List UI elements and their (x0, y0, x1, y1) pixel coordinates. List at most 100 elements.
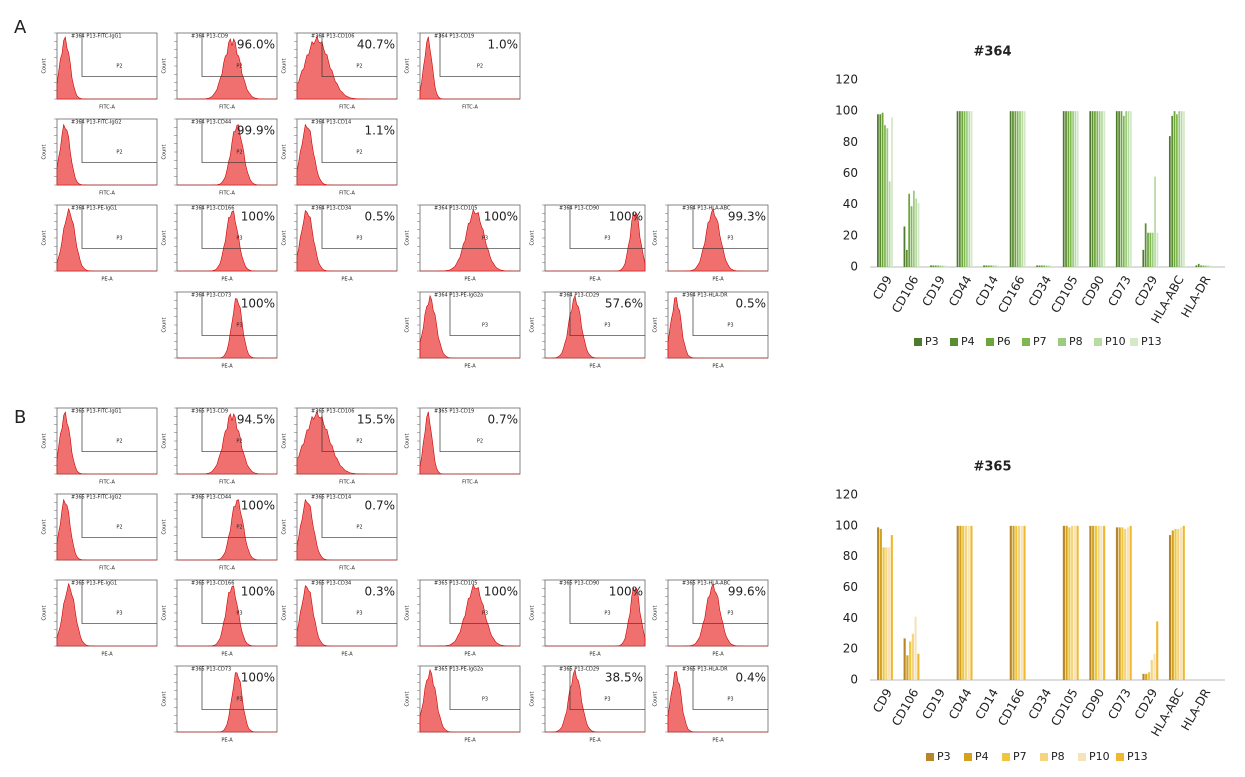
y-axis-label: Count (653, 231, 659, 246)
x-axis-label: PE-A (221, 738, 233, 744)
x-axis-label: FITC-A (462, 105, 478, 111)
bar (1096, 111, 1099, 268)
panel-title: #364 P13-FITC-IgG1 (71, 34, 122, 40)
bar (956, 525, 959, 680)
gate (449, 292, 520, 336)
flow-panel: P3 #365 P13-CD90 PE-A Count 100% (530, 579, 646, 658)
bar (888, 547, 891, 680)
bar (1156, 621, 1159, 680)
gate (439, 408, 520, 452)
flow-panel: P3 #364 P13-PE-IgG1 PE-A Count (42, 204, 158, 283)
bar (1142, 249, 1145, 267)
gate-label: P2 (236, 64, 242, 70)
percent-label: 0.4% (736, 671, 767, 685)
histogram (419, 36, 520, 100)
panel-title: #364 P13-HLA-DR (682, 293, 728, 299)
histogram (177, 413, 278, 475)
bar (1176, 114, 1178, 268)
y-tick-label: 120 (835, 73, 858, 87)
bar (1014, 111, 1017, 268)
bar (1178, 111, 1181, 268)
x-axis-label: FITC-A (99, 566, 115, 572)
gate-label: P2 (477, 439, 483, 445)
gate (321, 408, 397, 452)
x-axis-label: PE-A (464, 277, 476, 283)
legend-label: P8 (1051, 750, 1065, 763)
legend-swatch (914, 338, 922, 346)
bar (881, 112, 884, 267)
gate (201, 666, 277, 710)
histogram (56, 583, 157, 647)
flow-panel: P3 #365 P13-CD105 PE-A Count 100% (405, 579, 521, 658)
gate-label: P3 (482, 697, 488, 703)
panel-title: #365 P13-CD105 (434, 581, 477, 587)
plot-frame (176, 291, 278, 359)
gate-label: P2 (116, 64, 122, 70)
legend-swatch (926, 753, 934, 761)
bar (912, 190, 915, 267)
histogram (420, 208, 521, 272)
bar (1103, 111, 1106, 268)
bar (1023, 525, 1026, 680)
y-tick-label: 100 (835, 104, 858, 118)
bar (903, 226, 906, 267)
x-tick-label: CD106 (889, 273, 921, 315)
bar (1125, 111, 1128, 268)
x-tick-label: CD9 (870, 686, 895, 715)
x-tick-label: CD19 (919, 686, 948, 721)
bar (1115, 111, 1118, 268)
x-axis-label: FITC-A (99, 105, 115, 111)
bar (1168, 136, 1171, 267)
gate (692, 205, 768, 249)
y-axis-label: Count (162, 434, 168, 449)
legend-swatch (950, 338, 958, 346)
bar (890, 535, 893, 680)
panel-title: #364 P13-PE-IgG2a (434, 293, 483, 299)
y-axis-label: Count (653, 606, 659, 621)
legend-label: P8 (1069, 335, 1083, 348)
legend-label: P3 (925, 335, 939, 348)
bar (917, 203, 920, 267)
y-axis-label: Count (282, 434, 288, 449)
panel-title: #364 P13-CD9 (191, 34, 228, 40)
histogram (177, 210, 277, 272)
panel-title: #365 P13-CD73 (191, 667, 231, 673)
bar (1180, 111, 1183, 268)
bar (1092, 525, 1095, 680)
x-tick-label: CD166 (995, 686, 1027, 728)
x-tick-label: CD166 (995, 273, 1027, 315)
percent-label: 0.3% (365, 585, 396, 599)
y-tick-label: 40 (843, 611, 858, 625)
y-axis-label: Count (42, 145, 48, 160)
bar (908, 193, 911, 267)
x-tick-label: CD73 (1105, 273, 1134, 308)
plot-frame (176, 665, 278, 733)
bar (956, 111, 959, 268)
y-axis-label: Count (42, 606, 48, 621)
panel-title: #364 P13-HLA-ABC (682, 206, 731, 212)
bar (1168, 535, 1172, 680)
histogram (296, 585, 397, 647)
histogram (296, 123, 397, 186)
panel-title: #364 P13-CD14 (311, 120, 351, 126)
histogram (545, 211, 646, 272)
legend-swatch (1022, 338, 1030, 346)
y-axis-label: Count (162, 59, 168, 74)
panel-title: #364 P13-CD166 (191, 206, 234, 212)
gate-label: P3 (482, 236, 488, 242)
bar (877, 527, 880, 680)
y-axis-label: Count (405, 318, 411, 333)
bar (910, 206, 913, 267)
flow-panel: P2 #365 P13-FITC-IgG2 FITC-A Count (42, 493, 158, 572)
x-axis-label: FITC-A (339, 566, 355, 572)
gate (201, 205, 277, 249)
x-tick-label: CD44 (946, 686, 975, 721)
bar (1129, 111, 1132, 268)
x-tick-label: CD90 (1079, 273, 1108, 308)
histogram (177, 499, 277, 561)
y-tick-label: 80 (843, 135, 858, 149)
bar (1098, 111, 1101, 268)
bar (884, 125, 886, 267)
bar (911, 633, 914, 680)
gate-label: P3 (604, 611, 610, 617)
